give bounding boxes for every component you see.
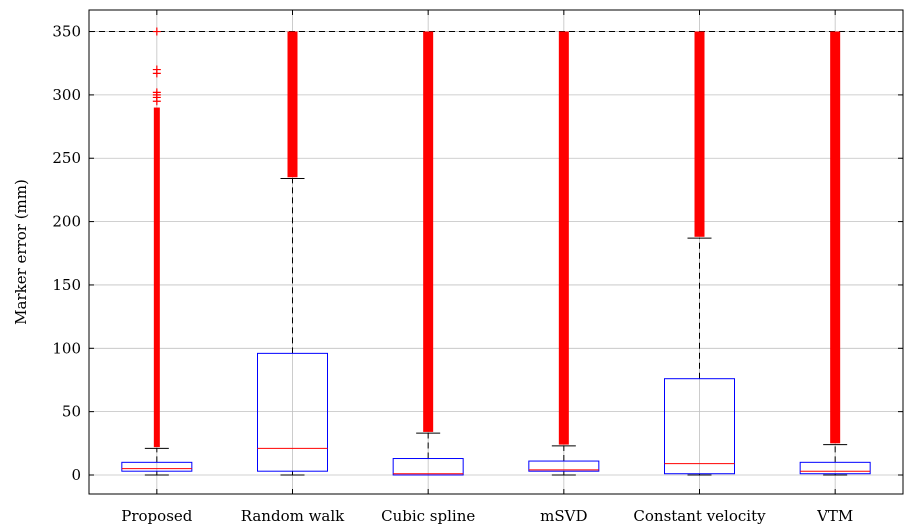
plot-frame	[88, 9, 904, 495]
x-tick-label: Cubic spline	[381, 507, 475, 525]
y-tick-label: 300	[52, 86, 81, 104]
grid-lines	[89, 10, 903, 494]
y-tick-label: 50	[62, 403, 81, 421]
outlier-band	[558, 31, 569, 445]
y-tick-label: 200	[52, 213, 81, 231]
ticks-group: 0 50 100 150 200 250 300 350 Proposed Random walk…	[52, 10, 903, 525]
iqr-box	[528, 460, 600, 472]
x-tick-label: VTM	[816, 507, 853, 525]
y-tick-label: 0	[71, 466, 81, 484]
outlier-marker	[152, 65, 161, 74]
outliers-group	[152, 27, 841, 448]
outlier-band	[423, 31, 434, 432]
y-tick-label: 100	[52, 339, 81, 357]
iqr-box	[664, 378, 735, 475]
boxes-group	[121, 178, 871, 476]
outlier-marker	[152, 88, 161, 97]
x-tick-label: Proposed	[121, 507, 193, 525]
outlier-band	[830, 31, 841, 444]
outlier-band	[694, 31, 705, 237]
x-tick-label: Constant velocity	[633, 507, 766, 525]
y-tick-label: 150	[52, 276, 81, 294]
outlier-band	[287, 31, 298, 178]
iqr-box	[799, 461, 871, 475]
y-axis-title: Marker error (mm)	[12, 179, 30, 325]
iqr-box	[392, 458, 464, 476]
iqr-box	[257, 352, 328, 472]
outlier-band	[153, 107, 160, 448]
x-tick-label: mSVD	[540, 507, 587, 525]
y-tick-label: 350	[52, 23, 81, 41]
y-tick-label: 250	[52, 149, 81, 167]
x-tick-label: Random walk	[241, 507, 345, 525]
iqr-box	[121, 461, 193, 472]
outlier-marker	[152, 27, 161, 36]
